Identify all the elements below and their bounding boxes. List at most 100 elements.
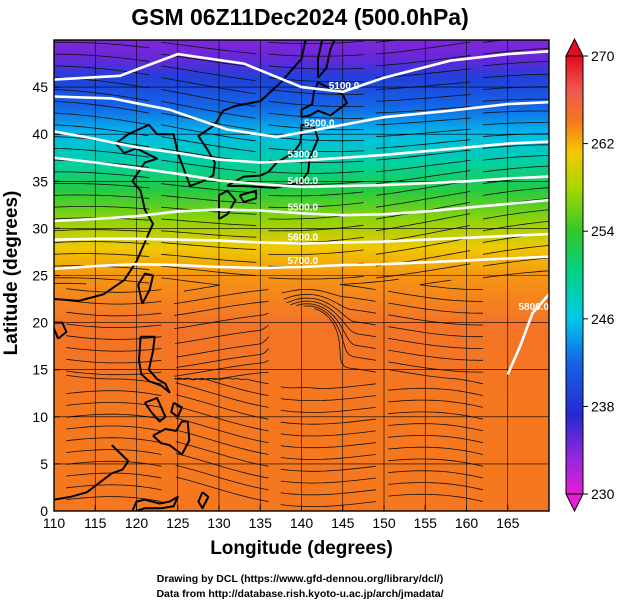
streamline <box>482 98 549 102</box>
streamline <box>280 477 376 484</box>
streamline <box>66 370 162 376</box>
x-tick-label: 150 <box>372 515 396 531</box>
contour-label: 5600.0 <box>288 232 319 243</box>
contour-line <box>54 130 549 164</box>
streamline <box>175 348 269 368</box>
streamline <box>482 73 549 79</box>
coastline <box>197 491 210 510</box>
streamline <box>388 482 484 491</box>
streamline <box>388 369 484 385</box>
streamline <box>375 191 471 208</box>
contour-line <box>54 255 549 271</box>
streamline <box>175 453 269 479</box>
streamline <box>482 244 549 255</box>
streamline <box>375 128 471 137</box>
streamline <box>388 399 484 408</box>
streamline <box>375 180 471 196</box>
streamline <box>54 41 150 49</box>
streamline <box>268 53 364 57</box>
streamline <box>482 187 549 196</box>
streamline <box>388 446 484 455</box>
streamline <box>482 144 549 149</box>
colorbar-bottom-arrow <box>565 493 584 513</box>
streamline <box>54 147 149 158</box>
streamline <box>175 324 269 344</box>
streamline <box>280 383 376 389</box>
streamline <box>66 460 162 467</box>
streamline <box>161 195 257 204</box>
streamline <box>161 124 256 142</box>
streamline <box>54 395 55 397</box>
streamline <box>54 183 150 189</box>
streamline <box>375 237 470 255</box>
streamline <box>388 470 484 479</box>
streamline <box>280 407 376 413</box>
y-tick-label: 20 <box>32 315 48 331</box>
streamline <box>268 191 364 197</box>
coastline <box>143 397 167 423</box>
streamline <box>268 181 364 185</box>
streamline <box>161 136 256 152</box>
streamline <box>375 263 471 279</box>
streamline <box>268 224 364 232</box>
streamline <box>388 302 483 314</box>
contour-line <box>54 50 549 94</box>
streamline <box>66 347 162 352</box>
streamline <box>482 47 549 55</box>
streamline <box>280 442 376 449</box>
streamline <box>173 289 269 305</box>
contour-label: 5800.0 <box>519 302 550 313</box>
streamline <box>375 106 471 114</box>
streamline <box>54 383 55 385</box>
streamline <box>482 257 549 267</box>
streamline <box>375 160 471 173</box>
streamline <box>388 290 483 302</box>
contour-label: 5300.0 <box>288 150 319 161</box>
streamline <box>388 337 483 349</box>
streamline <box>174 359 269 377</box>
streamline <box>388 387 484 396</box>
streamline <box>268 276 364 280</box>
streamline <box>268 112 364 119</box>
streamline <box>66 484 162 491</box>
streamline <box>268 249 364 256</box>
streamline <box>482 220 549 232</box>
streamline <box>280 501 376 508</box>
streamline <box>66 311 162 317</box>
streamline <box>54 282 87 290</box>
streamline <box>482 110 549 114</box>
contour-label: 5700.0 <box>288 256 319 267</box>
streamline <box>375 149 471 161</box>
streamline <box>173 301 269 316</box>
streamline <box>295 303 376 349</box>
streamline <box>268 136 364 142</box>
streamline <box>482 209 549 220</box>
streamline <box>388 493 484 502</box>
contour-label: 5200.0 <box>304 118 335 129</box>
streamline <box>161 53 256 68</box>
streamline <box>161 253 257 263</box>
streamline <box>482 155 549 161</box>
coastline <box>54 40 307 302</box>
streamline <box>268 65 364 70</box>
credit-data: Data from http://database.rish.kyoto-u.a… <box>156 588 444 600</box>
x-tick-label: 160 <box>455 515 479 531</box>
streamline <box>290 300 376 338</box>
contour-line <box>54 198 549 223</box>
streamline <box>174 377 269 385</box>
x-tick-label: 155 <box>414 515 438 531</box>
coastline <box>137 272 154 305</box>
y-tick-label: 35 <box>32 173 48 189</box>
colorbar: 230 238 246 254 262 270 <box>565 37 615 513</box>
x-tick-label: 145 <box>331 515 355 531</box>
streamline <box>388 314 483 326</box>
x-tick-label: 120 <box>125 515 149 531</box>
colorbar-ticks: 230 238 246 254 262 270 <box>583 48 615 502</box>
streamline <box>161 277 220 292</box>
streamline <box>161 183 257 194</box>
x-axis-label: Longitude (degrees) <box>210 538 393 559</box>
streamline <box>482 122 549 126</box>
coastline <box>131 495 179 511</box>
colorbar-tick-label: 262 <box>591 136 615 152</box>
streamline <box>66 390 162 396</box>
